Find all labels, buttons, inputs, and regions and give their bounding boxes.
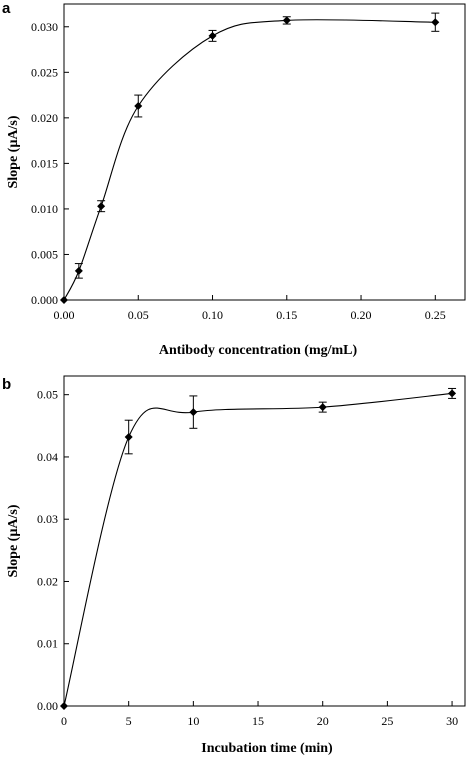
data-point-a: [97, 202, 106, 211]
data-point-b: [189, 408, 198, 417]
x-tick-label-a: 0.15: [276, 308, 297, 322]
y-axis-title-b: Slope (µA/s): [6, 504, 21, 577]
y-tick-label-b: 0.01: [37, 637, 58, 651]
x-tick-label-b: 30: [446, 714, 458, 728]
fitted-curve-a: [63, 19, 436, 301]
x-tick-label-a: 0.10: [202, 308, 223, 322]
panel-letter-b: b: [2, 376, 11, 393]
data-points-b: [60, 389, 457, 710]
y-tick-label-a: 0.020: [31, 111, 58, 125]
x-tick-label-a: 0.25: [425, 308, 446, 322]
data-points-a: [60, 16, 440, 304]
panel-a: a 0.00 0.05 0.10 0.15 0.20 0.25 0.000 0.005 0.01…: [2, 0, 466, 358]
x-tick-label-b: 20: [317, 714, 329, 728]
data-point-b: [318, 403, 327, 412]
y-tick-label-b: 0.05: [37, 388, 58, 402]
fitted-curve-b: [63, 392, 453, 707]
y-tick-label-b: 0.00: [37, 699, 58, 713]
x-tick-label-a: 0.05: [128, 308, 149, 322]
y-tick-label-a: 0.010: [31, 202, 58, 216]
y-tick-label-b: 0.03: [37, 512, 58, 526]
x-tick-label-b: 25: [381, 714, 393, 728]
y-tick-label-a: 0.005: [31, 247, 58, 261]
y-tick-label-a: 0.030: [31, 20, 58, 34]
tick-group-a: 0.00 0.05 0.10 0.15 0.20 0.25 0.000 0.005 0.010 0…: [31, 20, 446, 322]
x-axis-title-b: Incubation time (min): [201, 741, 333, 756]
x-tick-label-b: 5: [126, 714, 132, 728]
y-tick-label-a: 0.025: [31, 65, 58, 79]
data-point-a: [134, 102, 143, 111]
data-point-a: [208, 31, 217, 40]
y-tick-label-a: 0.000: [31, 293, 58, 307]
x-tick-label-b: 0: [61, 714, 67, 728]
y-tick-label-b: 0.04: [37, 450, 58, 464]
x-tick-label-b: 10: [187, 714, 199, 728]
tick-group-b: 0 5 10 15 20 25 30 0.00 0.01 0.02 0.03 0.04 0.05: [37, 388, 458, 728]
y-axis-title-a: Slope (µA/s): [6, 115, 21, 188]
plot-area-b: [63, 375, 466, 707]
y-tick-label-b: 0.02: [37, 574, 58, 588]
data-point-b: [60, 702, 68, 710]
data-point-a: [60, 296, 68, 304]
data-point-a: [431, 18, 440, 27]
y-tick-label-a: 0.015: [31, 156, 58, 170]
x-tick-label-a: 0.20: [351, 308, 372, 322]
x-tick-label-a: 0.00: [54, 308, 75, 322]
data-point-b: [124, 433, 133, 442]
plot-area-a: [63, 3, 466, 301]
panel-letter-a: a: [2, 0, 11, 17]
data-point-a: [282, 16, 291, 25]
data-point-b: [448, 389, 457, 398]
error-bars-a: [74, 12, 440, 279]
x-tick-label-b: 15: [252, 714, 264, 728]
data-point-a: [74, 266, 83, 275]
panel-b: b 0 5 10 15 20 25 30 0.00 0.01 0.02 0.03 0.04 0.05 I…: [2, 375, 466, 756]
x-axis-title-a: Antibody concentration (mg/mL): [159, 343, 358, 358]
